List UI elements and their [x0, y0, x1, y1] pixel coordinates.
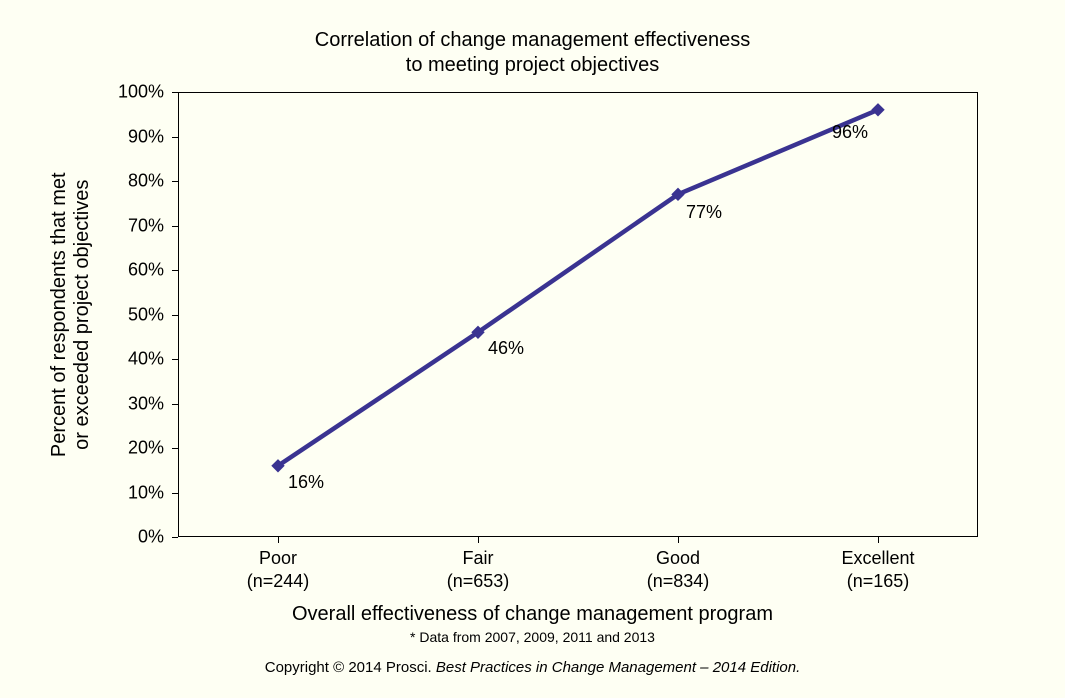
y-tick-mark [172, 270, 178, 271]
x-tick-mark [278, 537, 279, 543]
y-tick-label: 50% [108, 304, 164, 325]
y-tick-mark [172, 226, 178, 227]
x-tick-label: Excellent (n=165) [841, 547, 914, 592]
y-tick-label: 20% [108, 438, 164, 459]
y-tick-mark [172, 181, 178, 182]
data-label: 16% [288, 472, 324, 493]
data-label: 77% [686, 202, 722, 223]
y-tick-label: 80% [108, 171, 164, 192]
y-tick-mark [172, 448, 178, 449]
y-tick-mark [172, 404, 178, 405]
footnote: * Data from 2007, 2009, 2011 and 2013 [0, 629, 1065, 645]
x-axis-title: Overall effectiveness of change manageme… [0, 602, 1065, 627]
y-tick-label: 40% [108, 349, 164, 370]
y-tick-label: 10% [108, 482, 164, 503]
data-label: 96% [808, 122, 868, 143]
y-axis-title: Percent of respondents that met or excee… [48, 114, 94, 515]
data-label: 46% [488, 338, 524, 359]
copyright: Copyright © 2014 Prosci. Best Practices … [0, 659, 1065, 676]
y-tick-mark [172, 359, 178, 360]
y-tick-label: 60% [108, 260, 164, 281]
x-tick-label: Fair (n=653) [447, 547, 510, 592]
y-tick-mark [172, 315, 178, 316]
x-tick-label: Poor (n=244) [247, 547, 310, 592]
x-tick-mark [878, 537, 879, 543]
series-line [278, 110, 878, 466]
x-tick-mark [678, 537, 679, 543]
y-tick-mark [172, 537, 178, 538]
x-tick-label: Good (n=834) [647, 547, 710, 592]
y-tick-label: 0% [108, 527, 164, 548]
y-tick-label: 70% [108, 215, 164, 236]
x-tick-mark [478, 537, 479, 543]
y-tick-mark [172, 493, 178, 494]
copyright-italic: Best Practices in Change Management – 20… [436, 659, 800, 676]
copyright-prefix: Copyright © 2014 Prosci. [265, 659, 436, 676]
y-tick-mark [172, 137, 178, 138]
y-tick-label: 90% [108, 126, 164, 147]
y-tick-mark [172, 92, 178, 93]
y-tick-label: 30% [108, 393, 164, 414]
y-tick-label: 100% [108, 82, 164, 103]
